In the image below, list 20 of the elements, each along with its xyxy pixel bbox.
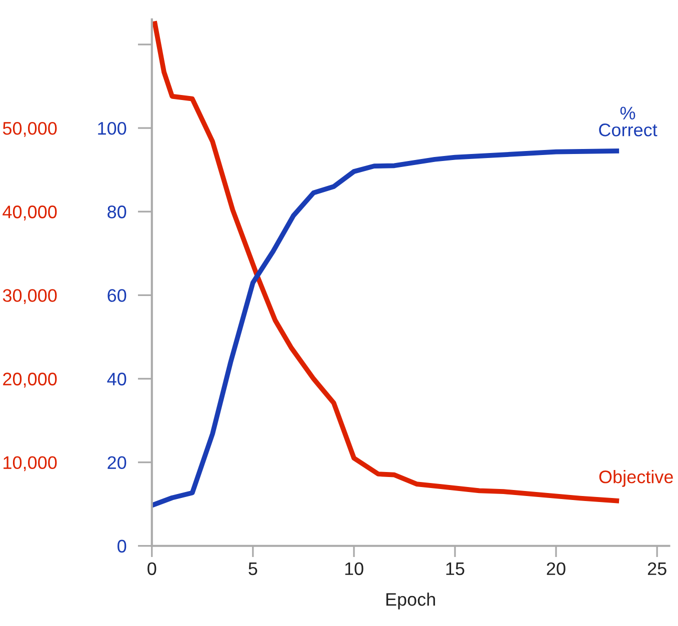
series-label: Objective bbox=[599, 470, 673, 487]
y-tick-label: 60 bbox=[108, 289, 126, 302]
y2-tick-label: 10,000 bbox=[4, 456, 57, 472]
y-tick-label: 80 bbox=[108, 206, 126, 218]
series-label: % Correct bbox=[599, 106, 658, 136]
y-tick-label: 20 bbox=[108, 456, 126, 470]
y-tick-label: 100 bbox=[98, 122, 126, 135]
x-axis-title: Epoch bbox=[386, 592, 435, 610]
x-tick-label: 10 bbox=[345, 562, 364, 576]
x-tick-label: 20 bbox=[546, 562, 566, 576]
y2-tick-label: 40,000 bbox=[2, 206, 57, 220]
x-tick-label: 15 bbox=[446, 562, 464, 576]
x-tick-label: 0 bbox=[148, 562, 156, 576]
y-tick-label: 0 bbox=[118, 540, 126, 553]
y2-tick-label: 50,000 bbox=[2, 122, 57, 137]
y-tick-label: 40 bbox=[107, 372, 126, 386]
x-tick-label: 5 bbox=[248, 562, 258, 576]
y2-tick-label: 30,000 bbox=[2, 289, 57, 304]
y2-tick-label: 20,000 bbox=[3, 372, 57, 388]
x-tick-label: 25 bbox=[648, 562, 666, 576]
